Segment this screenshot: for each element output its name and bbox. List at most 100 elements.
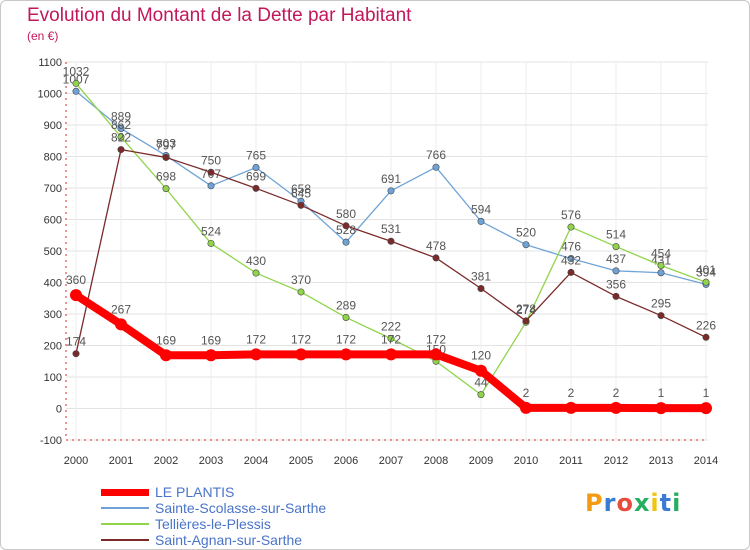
data-label: 289 [336, 298, 356, 312]
data-label: 576 [561, 208, 581, 222]
data-point [252, 269, 260, 277]
data-label: 658 [291, 182, 311, 196]
data-point [387, 187, 395, 195]
logo-letter: t [659, 489, 673, 517]
data-point [160, 349, 172, 362]
data-point [565, 401, 577, 414]
data-point [612, 243, 620, 251]
legend-item-saint-agnan: Saint-Agnan-sur-Sarthe [101, 532, 326, 548]
data-point [342, 222, 350, 230]
x-tick-label: 2014 [694, 455, 718, 467]
data-point [342, 313, 350, 321]
data-label: 169 [201, 333, 221, 347]
data-label: 580 [336, 207, 356, 221]
data-point [72, 350, 80, 358]
data-label: 766 [426, 148, 446, 162]
data-point [297, 288, 305, 296]
data-label: 360 [66, 273, 86, 287]
data-point [612, 292, 620, 300]
data-point [657, 269, 665, 277]
x-tick-label: 2013 [649, 455, 673, 467]
chart-unit-label: (en €) [27, 29, 59, 43]
data-label: 432 [561, 253, 581, 267]
data-label: 454 [651, 246, 671, 260]
data-label: 691 [381, 172, 401, 186]
legend-label: LE PLANTIS [155, 484, 235, 500]
data-point [657, 261, 665, 269]
data-point [387, 335, 395, 343]
data-point [340, 348, 352, 361]
data-point [567, 255, 575, 263]
data-point [297, 201, 305, 209]
data-label: 698 [156, 170, 176, 184]
data-label: 520 [516, 226, 536, 240]
data-label: 803 [156, 137, 176, 151]
data-point [207, 182, 215, 190]
data-label: 476 [561, 240, 581, 254]
logo-letter: x [633, 489, 651, 517]
data-point [702, 333, 710, 341]
data-label: 172 [246, 332, 266, 346]
data-point [567, 268, 575, 276]
data-label: 430 [246, 254, 266, 268]
y-tick-label: 100 [44, 372, 62, 384]
data-point [117, 133, 125, 141]
logo-letter: i [650, 489, 660, 517]
data-label: 2 [523, 386, 530, 400]
data-label: 120 [471, 349, 491, 363]
legend-label: Sainte-Scolasse-sur-Sarthe [155, 500, 327, 516]
data-label: 1032 [63, 64, 90, 78]
data-label: 274 [516, 303, 536, 317]
data-point [162, 153, 170, 161]
data-label: 437 [606, 252, 626, 266]
data-point [207, 168, 215, 176]
legend-label: Tellières-le-Plessis [155, 516, 271, 532]
data-label: 381 [471, 269, 491, 283]
data-label: 750 [201, 153, 221, 167]
data-point [477, 391, 485, 399]
data-point [385, 348, 397, 361]
data-point [610, 401, 622, 414]
y-tick-label: 1100 [38, 57, 62, 69]
data-point [117, 124, 125, 132]
legend-swatch-le-plantis [101, 488, 149, 496]
legend-item-tellieres: Tellières-le-Plessis [101, 516, 326, 532]
y-tick-label: 1000 [38, 89, 62, 101]
data-label: 2 [613, 386, 620, 400]
data-label: 356 [606, 277, 626, 291]
data-point [162, 185, 170, 193]
data-point [432, 254, 440, 262]
data-point [252, 184, 260, 192]
x-tick-label: 2011 [559, 455, 583, 467]
data-point [207, 239, 215, 247]
data-label: 172 [426, 332, 446, 346]
logo-letter: i [672, 489, 682, 517]
data-label: 172 [291, 332, 311, 346]
data-point [205, 349, 217, 362]
x-tick-label: 2001 [109, 455, 133, 467]
data-point [702, 278, 710, 286]
data-label: 267 [111, 302, 131, 316]
data-point [250, 348, 262, 361]
data-label: 295 [651, 297, 671, 311]
data-label: 278 [516, 302, 536, 316]
logo-letter: P [585, 489, 604, 517]
data-point [342, 238, 350, 246]
legend-swatch-sainte-scolasse [101, 507, 149, 509]
data-point [387, 237, 395, 245]
data-label: 226 [696, 318, 716, 332]
data-point [612, 267, 620, 275]
data-label: 478 [426, 239, 446, 253]
data-label: 765 [246, 149, 266, 163]
y-tick-label: 300 [44, 309, 62, 321]
proxiti-logo: Proxiti [585, 489, 681, 517]
data-label: 394 [696, 265, 716, 279]
legend-swatch-saint-agnan [101, 539, 149, 541]
data-point [655, 402, 667, 415]
data-label: 172 [381, 332, 401, 346]
data-point [115, 318, 127, 331]
x-tick-label: 2010 [514, 455, 538, 467]
x-tick-label: 2006 [334, 455, 358, 467]
x-tick-label: 2002 [154, 455, 178, 467]
